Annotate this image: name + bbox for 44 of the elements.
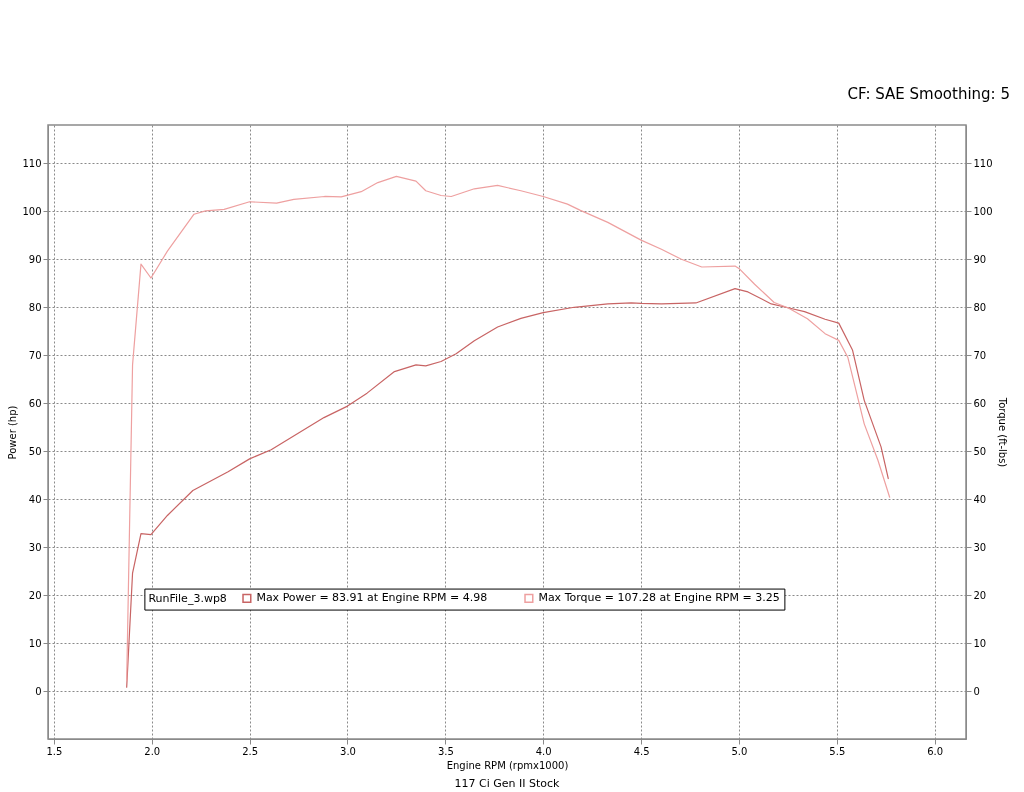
y-tick-label: 40 (28, 493, 42, 505)
text: 117 Ci Gen II Stock (454, 777, 561, 790)
y2-tick-label: 30 (973, 541, 987, 553)
y-tick-label: 30 (28, 541, 42, 553)
y-tick-label: 20 (28, 589, 42, 601)
legend-title: RunFile_3.wp8 (148, 591, 227, 605)
y-tick-label: 60 (28, 397, 42, 409)
y2-tick-label: 0 (973, 685, 980, 697)
x-tick-label: 1.5 (46, 745, 63, 757)
y2-tick-label: 60 (973, 397, 987, 409)
y-tick-label: 10 (28, 637, 42, 649)
y-tick-label: 90 (28, 253, 42, 265)
x-tick-label: 3.5 (437, 745, 454, 757)
y-tick-label: 0 (35, 685, 42, 697)
text: CF: SAE Smoothing: 5 (847, 85, 1010, 103)
y2-tick-label: 70 (973, 349, 987, 361)
legend-label: Max Torque = 107.28 at Engine RPM = 3.25 (538, 591, 780, 605)
x-axis-title: Engine RPM (rpmx1000) (446, 759, 569, 771)
x-tick-label: 6.0 (927, 745, 944, 757)
x-tick-label: 3.0 (340, 745, 356, 757)
y-tick-label: 80 (28, 301, 42, 313)
y2-tick-label: 80 (973, 301, 987, 313)
legend-label: Max Power = 83.91 at Engine RPM = 4.98 (256, 591, 488, 605)
y2-tick-label: 50 (973, 445, 987, 457)
x-tick-label: 2.5 (242, 745, 259, 757)
x-tick-label: 5.5 (829, 745, 846, 757)
x-tick-label: 5.0 (731, 745, 748, 757)
y2-tick-label: 100 (973, 205, 993, 217)
x-tick-label: 4.0 (535, 745, 552, 757)
y2-tick-label: 110 (973, 157, 993, 169)
y2-tick-label: 90 (973, 253, 987, 265)
y-tick-label: 50 (28, 445, 42, 457)
y2-axis-title: Torque (ft-lbs) (996, 396, 1008, 468)
y-tick-label: 100 (22, 205, 42, 217)
y-axis-title: Power (hp) (7, 405, 19, 460)
y2-tick-label: 10 (973, 637, 987, 649)
x-tick-label: 4.5 (633, 745, 650, 757)
y2-tick-label: 40 (973, 493, 987, 505)
y2-tick-label: 20 (973, 589, 987, 601)
line-series (126, 175, 891, 682)
x-tick-label: 2.0 (144, 745, 161, 757)
line-series (126, 287, 889, 688)
y-tick-label: 70 (28, 349, 42, 361)
y-tick-label: 110 (22, 157, 42, 169)
